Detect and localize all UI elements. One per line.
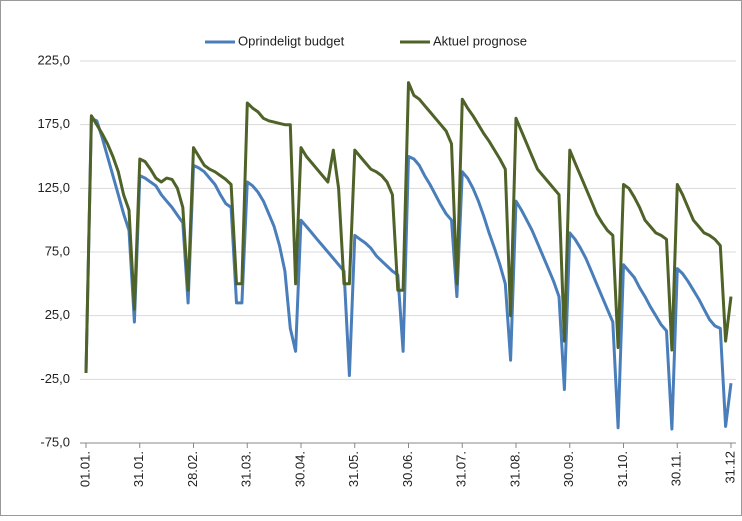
x-tick-label: 30.11. — [669, 451, 684, 486]
y-tick-label: 125,0 — [37, 180, 70, 195]
y-tick-label: -75,0 — [40, 434, 70, 449]
x-tick-label: 28.02. — [185, 451, 200, 487]
x-tick-label: 01.01. — [77, 451, 92, 487]
series-line — [84, 81, 733, 374]
x-tick-label: 31.08. — [507, 451, 522, 487]
legend-label: Oprindeligt budget — [238, 33, 345, 48]
x-tick-label: 31.01. — [131, 451, 146, 487]
x-tick-label: 30.04. — [292, 451, 307, 487]
y-tick-label: 175,0 — [37, 116, 70, 131]
legend-label: Aktuel prognose — [433, 33, 527, 48]
x-tick-label: 31.12 — [722, 451, 737, 484]
x-tick-label: 30.06. — [400, 451, 415, 487]
x-tick-label: 31.10. — [615, 451, 630, 487]
x-tick-label: 31.03. — [239, 451, 254, 487]
x-tick-label: 31.05. — [346, 451, 361, 487]
y-tick-label: 75,0 — [45, 243, 70, 258]
y-tick-label: 225,0 — [37, 52, 70, 67]
y-tick-label: -25,0 — [40, 371, 70, 386]
y-tick-label: 25,0 — [45, 307, 70, 322]
x-tick-label: 31.07. — [454, 451, 469, 487]
x-tick-label: 30.09. — [561, 451, 576, 487]
